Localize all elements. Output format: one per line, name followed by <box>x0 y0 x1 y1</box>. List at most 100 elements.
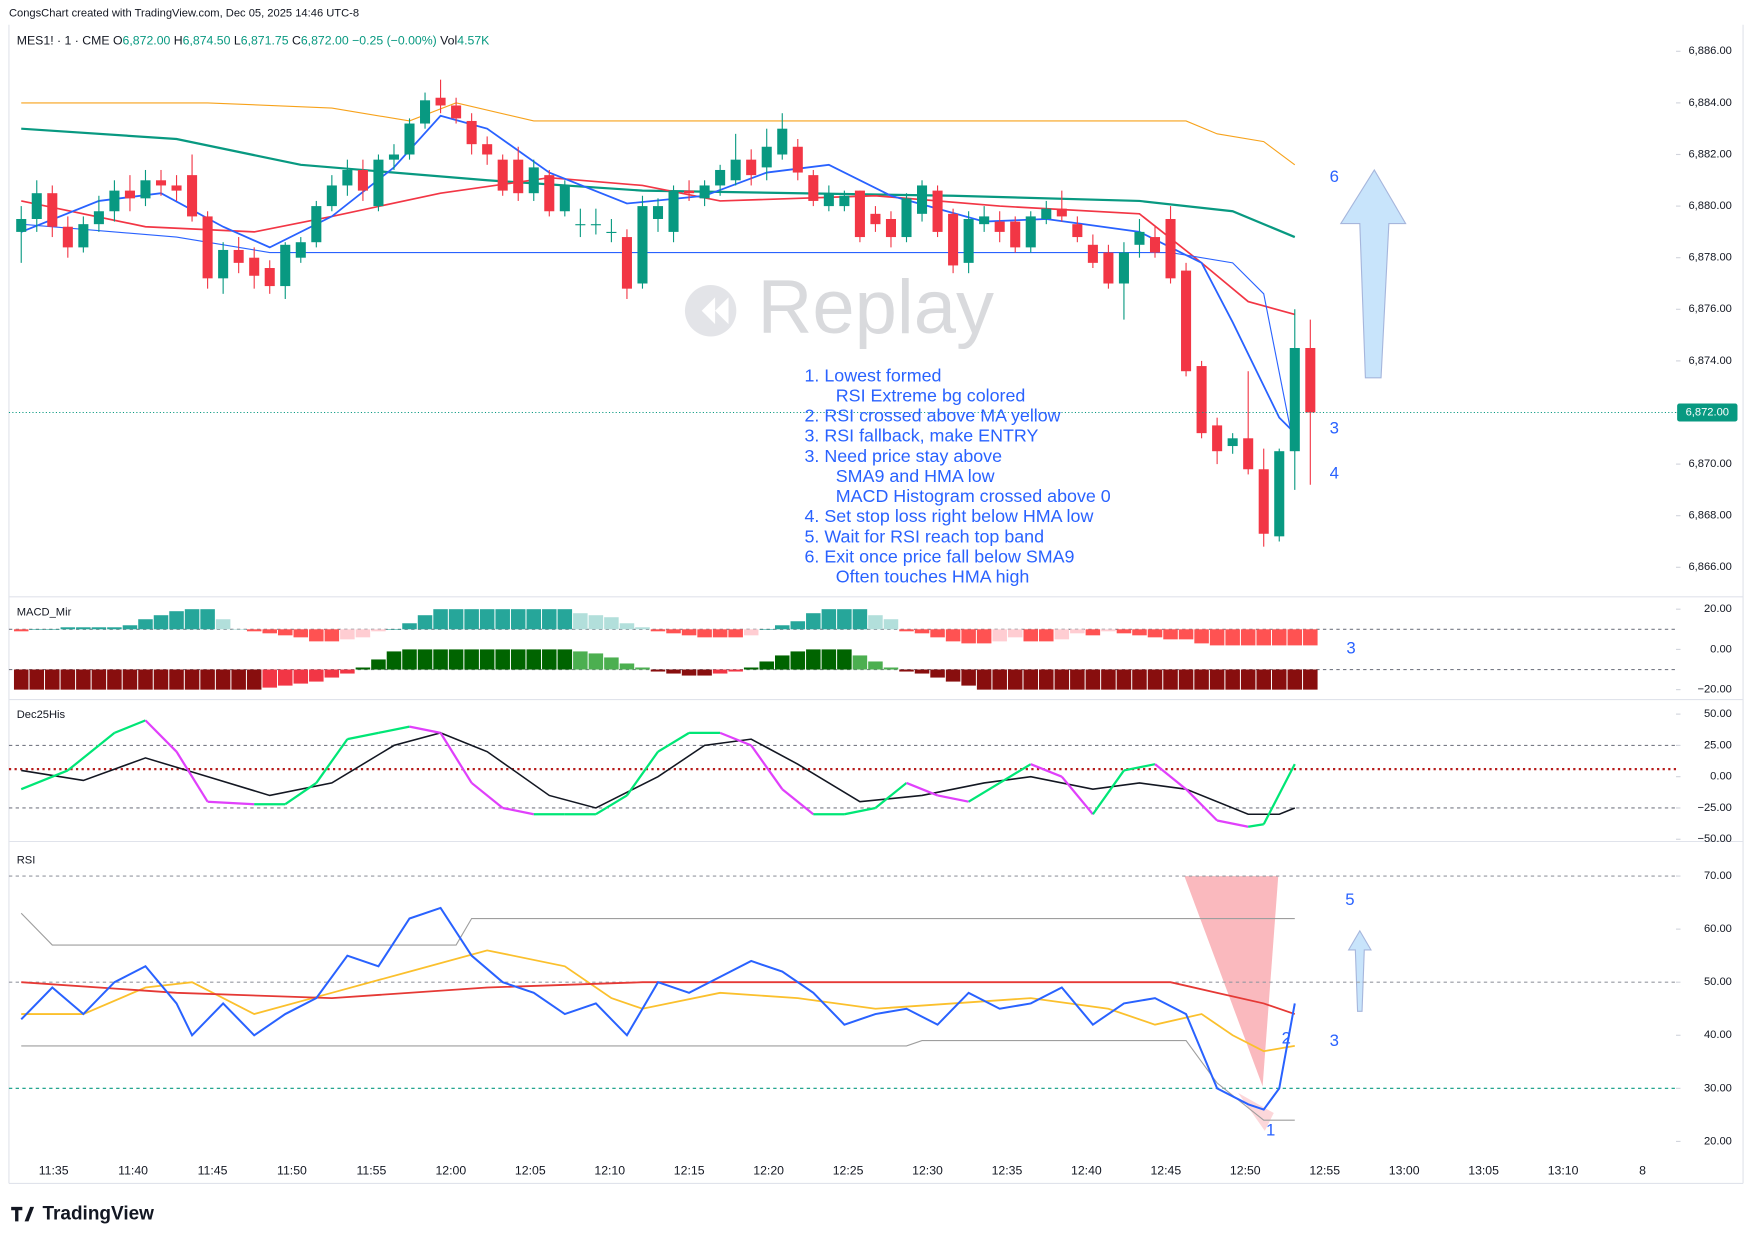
histogram-bar <box>743 629 759 636</box>
histogram-bar <box>13 629 29 632</box>
histogram-bar <box>588 653 604 670</box>
x-tick-label: 11:45 <box>198 1163 228 1177</box>
histogram-bar <box>200 609 215 630</box>
marker: 5 <box>1345 890 1354 909</box>
histogram-bar <box>837 609 852 630</box>
y-tick-label: 6,878.00 <box>1688 252 1731 264</box>
y-tick-label: 60.00 <box>1704 923 1732 935</box>
histogram-bar <box>277 629 293 636</box>
histogram-bar <box>1147 629 1163 638</box>
y-tick-label: 0.00 <box>1710 771 1732 783</box>
marker: 3 <box>1330 419 1339 438</box>
histogram-bar <box>1070 629 1085 634</box>
histogram-bar <box>246 629 262 632</box>
histogram-bar <box>526 609 542 630</box>
val: 6,874.50 <box>183 34 231 48</box>
candle-body <box>109 190 120 212</box>
candle-body <box>62 226 73 248</box>
histogram-bar <box>526 649 542 670</box>
x-tick-label: 12:15 <box>674 1163 705 1177</box>
histogram-bar <box>184 669 200 690</box>
histogram-bar <box>666 629 681 634</box>
x-tick-label: 12:20 <box>753 1163 784 1177</box>
histogram-bar <box>1240 629 1256 646</box>
histogram-bar <box>635 667 650 670</box>
oscillator-segment <box>906 781 938 797</box>
note: Often touches HMA high <box>836 567 1030 587</box>
histogram-bar <box>774 655 790 670</box>
indicator-line <box>21 127 1296 239</box>
histogram-bar <box>852 655 868 670</box>
histogram-bar <box>138 619 153 630</box>
watermark-text: Replay <box>758 265 994 350</box>
histogram-bar <box>293 669 309 684</box>
y-tick-label: 6,876.00 <box>1688 303 1731 315</box>
x-tick-label: 11:50 <box>277 1163 307 1177</box>
histogram-bar <box>1132 629 1147 636</box>
y-tick-label: 6,880.00 <box>1688 200 1731 212</box>
candle-body <box>1041 208 1052 219</box>
candle-body <box>280 244 291 287</box>
candle-body <box>777 128 788 155</box>
oscillator-segment <box>1185 788 1218 822</box>
oscillator-segment <box>67 732 116 772</box>
histogram-bar <box>899 629 914 632</box>
histogram-bar <box>961 629 976 644</box>
candle-body <box>451 105 462 119</box>
histogram-bar <box>759 629 774 630</box>
candle-body <box>249 257 260 276</box>
histogram-bar <box>169 611 184 630</box>
histogram-bar <box>153 615 169 630</box>
histogram-bar <box>464 649 479 670</box>
oscillator-segment <box>347 731 379 741</box>
slow-line <box>21 732 1296 816</box>
candle-body <box>357 169 368 191</box>
note: SMA9 and HMA low <box>836 466 995 486</box>
x-tick-label: 12:05 <box>515 1163 546 1177</box>
candle-body <box>326 185 337 207</box>
arrow <box>1347 929 1372 1012</box>
candle-body <box>513 159 524 194</box>
histogram-bar <box>510 609 526 630</box>
rsi-line <box>21 1040 1295 1121</box>
candle-body <box>559 185 570 212</box>
candle-body <box>1196 366 1207 434</box>
histogram-bar <box>13 669 29 690</box>
oscillator-segment <box>409 725 441 734</box>
histogram-bar <box>371 659 386 670</box>
oscillator-segment <box>750 744 784 790</box>
x-tick-label: 12:40 <box>1071 1163 1102 1177</box>
histogram-bar <box>681 669 697 676</box>
histogram-bar <box>402 649 417 670</box>
histogram-bar <box>852 609 868 630</box>
arrow <box>1339 168 1407 379</box>
note: 3. RSI fallback, make ENTRY <box>804 426 1038 446</box>
histogram-bar <box>557 609 573 630</box>
last-price-box <box>1677 403 1738 422</box>
histogram-bar <box>743 667 759 670</box>
candle-body <box>746 159 757 176</box>
histogram-bar <box>1116 629 1132 634</box>
histogram-bar <box>417 649 433 670</box>
histogram-bar <box>697 629 712 638</box>
val: 6,872.00 <box>301 34 349 48</box>
histogram-bar <box>774 625 790 630</box>
logo-text: TradingView <box>42 1204 154 1225</box>
histogram-bar <box>992 669 1007 690</box>
histogram-bar <box>479 609 495 630</box>
candle-body <box>233 249 244 263</box>
histogram-bar <box>1039 629 1054 642</box>
candle-body <box>155 180 167 186</box>
candle-body <box>404 123 415 155</box>
candle-body <box>1165 218 1176 279</box>
histogram-bar <box>1209 629 1225 646</box>
histogram-bar <box>712 629 728 638</box>
y-tick-label: 20.00 <box>1704 603 1732 615</box>
histogram-bar <box>138 669 153 690</box>
histogram-bar <box>619 663 635 670</box>
y-tick-label: 50.00 <box>1704 708 1732 720</box>
candle-body <box>1149 237 1161 253</box>
histogram-bar <box>557 649 573 670</box>
histogram-bar <box>153 669 169 690</box>
candle-body <box>1056 208 1067 217</box>
